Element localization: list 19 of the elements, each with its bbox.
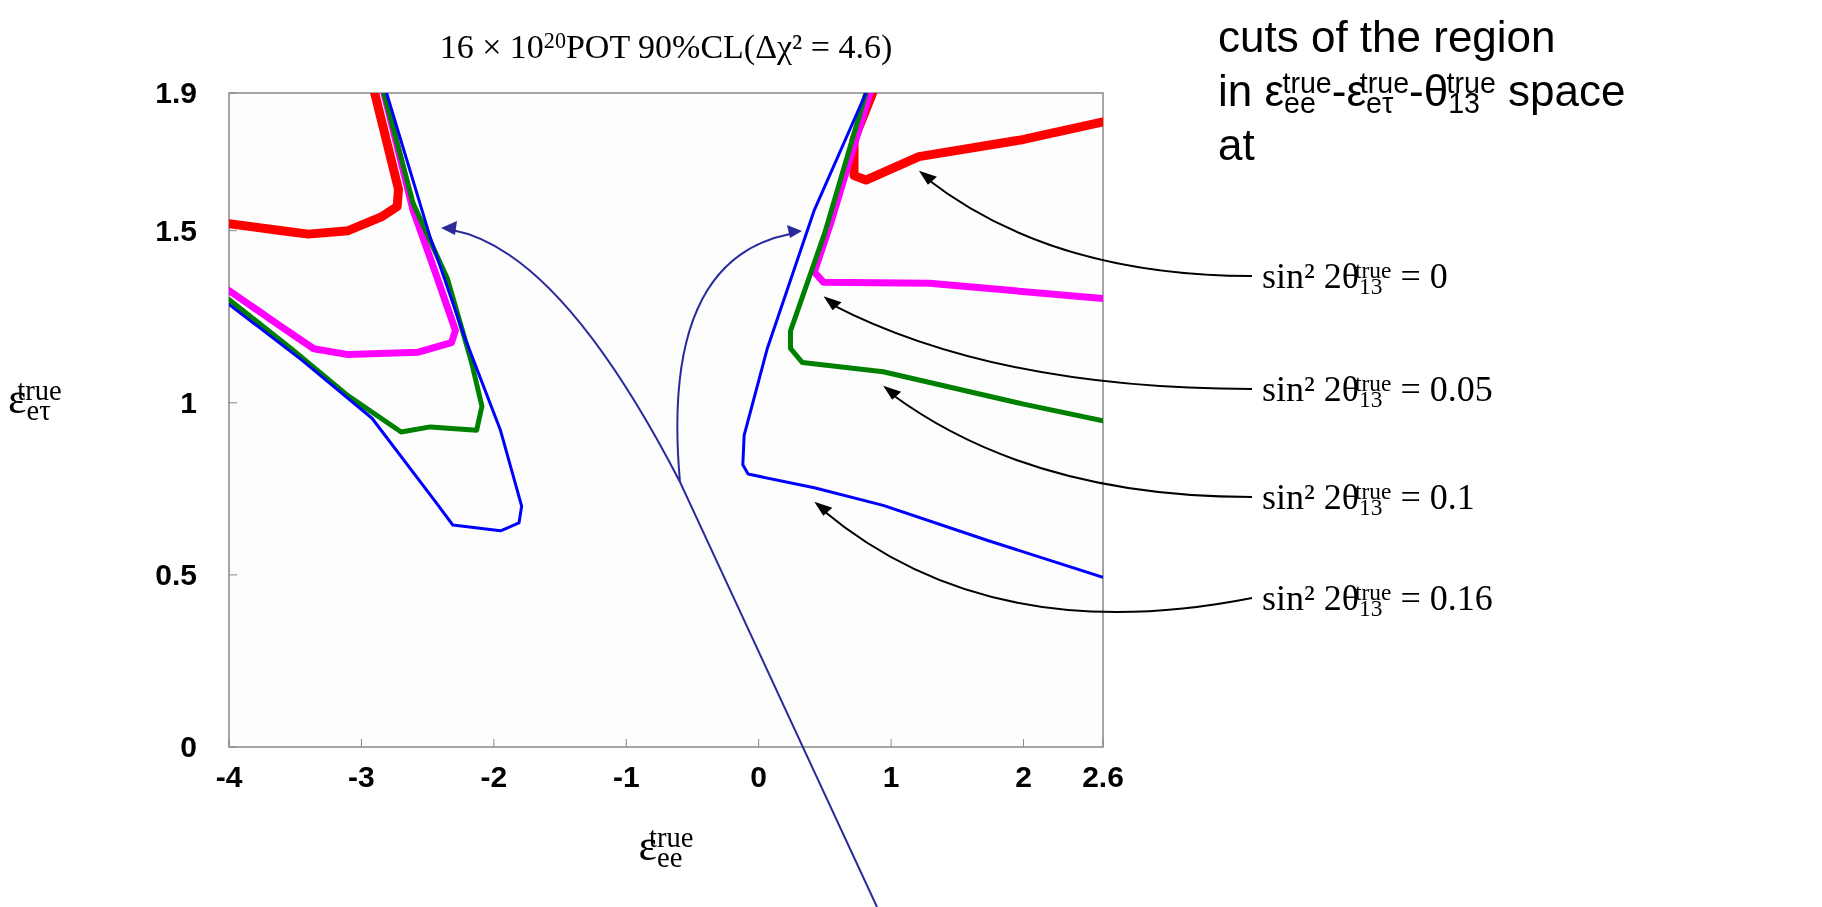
chart-title: 16 × 10$^{20}$POT 90%CL(Δχ² = 4.6) <box>439 28 893 66</box>
y-tick-label: 0 <box>180 730 197 763</box>
x-tick-label: 0 <box>750 760 768 793</box>
y-tick-label: 1.9 <box>155 76 197 109</box>
text: sin² 2θ$_{13}$$^{true}$ = 0.16 <box>1262 578 1493 621</box>
y-tick-label: 1.5 <box>155 213 197 247</box>
text: sin² 2θ$_{13}$$^{true}$ = 0.1 <box>1262 477 1475 520</box>
x-tick-label: -2 <box>480 760 508 793</box>
text: sin² 2θ$_{13}$$^{true}$ = 0 <box>1262 256 1448 299</box>
x-tick-label: 2.6 <box>1082 760 1124 793</box>
text: sin² 2θ$_{13}$$^{true}$ = 0.05 <box>1262 369 1493 412</box>
x-tick-label: 1 <box>882 760 900 793</box>
text: cuts of the region in ε$_{ee}$$^{true}$-ε$_{eτ}$$^{true}$-θ$_{13}$$^{true}$ space at <box>1218 12 1626 169</box>
x-tick-label: -4 <box>215 760 243 793</box>
x-tick-label: -1 <box>612 760 640 793</box>
x-tick-label: -3 <box>348 760 375 793</box>
y-tick-label: 1 <box>180 385 197 419</box>
x-tick-label: 2 <box>1015 760 1032 793</box>
y-tick-label: 0.5 <box>155 557 197 591</box>
